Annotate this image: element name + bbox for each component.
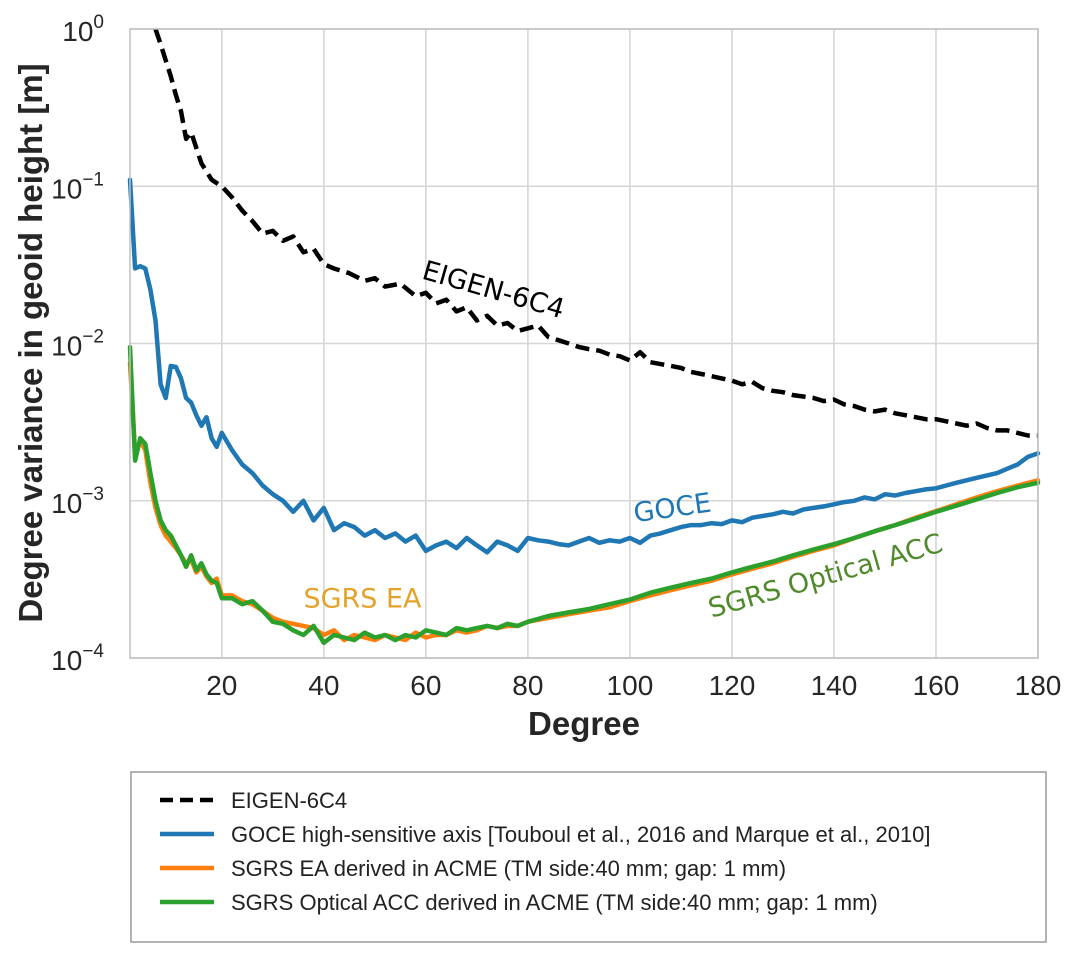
- y-tick-base: 10: [51, 645, 82, 676]
- y-tick-exponent: −4: [82, 641, 104, 662]
- legend-label: SGRS EA derived in ACME (TM side:40 mm; …: [231, 856, 786, 881]
- y-tick-label: 10−2: [51, 327, 104, 362]
- x-tick-label: 120: [709, 670, 756, 701]
- series-line-sgrs-ea: [127, 360, 1041, 643]
- x-tick-label: 60: [410, 670, 441, 701]
- y-tick-exponent: −1: [82, 169, 104, 190]
- x-tick-label: 40: [308, 670, 339, 701]
- x-tick-label: 100: [607, 670, 654, 701]
- y-tick-label: 10−3: [51, 484, 104, 519]
- y-tick-base: 10: [62, 16, 93, 47]
- y-tick-base: 10: [51, 331, 82, 362]
- y-tick-label: 100: [62, 12, 104, 47]
- series-line-sgrs-optical-acc: [127, 344, 1041, 646]
- x-tick-label: 20: [206, 670, 237, 701]
- series-line-goce: [127, 177, 1041, 555]
- y-tick-exponent: 0: [93, 12, 104, 33]
- x-tick-label: 80: [512, 670, 543, 701]
- legend-box: [130, 771, 1047, 943]
- legend-label: SGRS Optical ACC derived in ACME (TM sid…: [231, 890, 878, 915]
- legend-label: EIGEN-6C4: [231, 788, 347, 813]
- series-layer: [127, 28, 1041, 646]
- annotation-eigen-6c4: EIGEN-6C4: [419, 255, 568, 325]
- x-tick-labels: 20 40 60 80 100 120 140 160 180: [206, 670, 1061, 701]
- y-tick-exponent: −3: [82, 484, 104, 505]
- y-axis-label: Degree variance in geoid height [m]: [12, 63, 49, 622]
- y-tick-label: 10−4: [51, 641, 104, 676]
- y-tick-label: 10−1: [51, 169, 104, 204]
- legend-label: GOCE high-sensitive axis [Touboul et al.…: [231, 822, 931, 847]
- x-axis-label: Degree: [528, 705, 640, 742]
- legend: EIGEN-6C4 GOCE high-sensitive axis [Toubo…: [130, 771, 1047, 943]
- x-tick-label: 180: [1015, 670, 1062, 701]
- y-tick-exponent: −2: [82, 327, 104, 348]
- annotation-sgrs-ea: SGRS EA: [303, 583, 422, 614]
- x-tick-label: 140: [811, 670, 858, 701]
- x-tick-label: 160: [913, 670, 960, 701]
- y-tick-base: 10: [51, 488, 82, 519]
- series-line-eigen-6c4: [153, 28, 1038, 438]
- annotation-sgrs-optical-acc: SGRS Optical ACC: [705, 528, 946, 625]
- plot-frame: [129, 28, 1039, 659]
- y-tick-base: 10: [51, 173, 82, 204]
